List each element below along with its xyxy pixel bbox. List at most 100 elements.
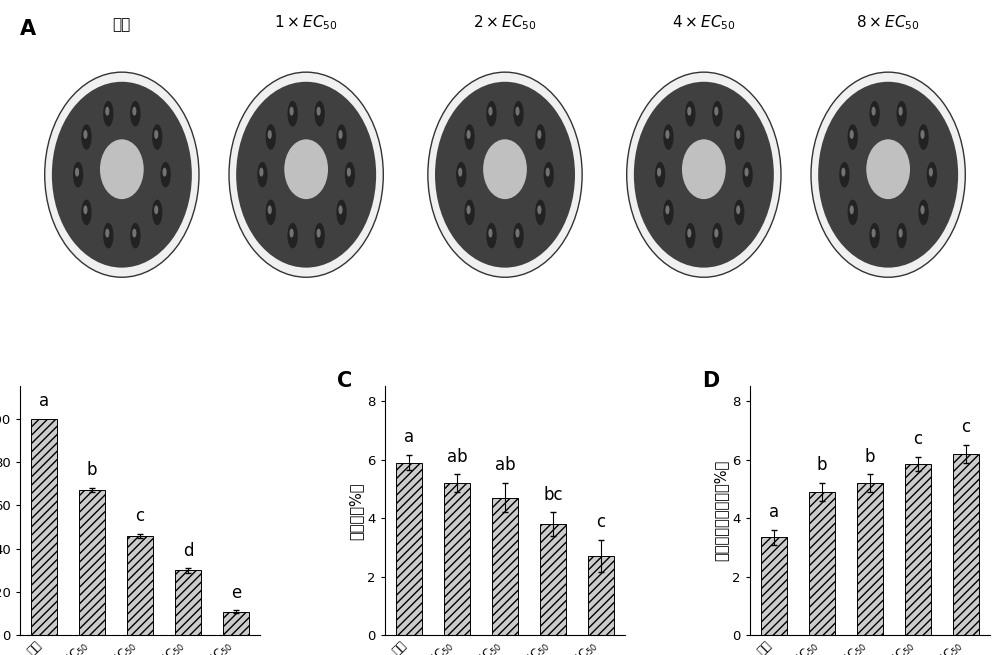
- Ellipse shape: [259, 168, 263, 177]
- Ellipse shape: [75, 168, 79, 177]
- Ellipse shape: [488, 107, 493, 116]
- Ellipse shape: [52, 82, 192, 268]
- Bar: [42, 68, 201, 282]
- Bar: [953, 454, 979, 635]
- Ellipse shape: [83, 205, 87, 214]
- Ellipse shape: [841, 168, 845, 177]
- Ellipse shape: [927, 162, 937, 187]
- Text: ab: ab: [495, 457, 515, 474]
- Ellipse shape: [483, 140, 527, 199]
- Ellipse shape: [336, 200, 347, 225]
- Ellipse shape: [428, 72, 582, 277]
- Ellipse shape: [290, 229, 294, 238]
- Ellipse shape: [537, 205, 541, 214]
- Ellipse shape: [347, 168, 351, 177]
- Bar: [588, 556, 614, 635]
- Ellipse shape: [103, 223, 114, 248]
- Ellipse shape: [338, 130, 343, 139]
- Ellipse shape: [734, 124, 744, 150]
- Ellipse shape: [535, 200, 546, 225]
- Bar: [79, 491, 105, 635]
- Bar: [624, 68, 783, 282]
- Ellipse shape: [685, 223, 696, 248]
- Bar: [761, 537, 787, 635]
- Ellipse shape: [663, 124, 674, 150]
- Ellipse shape: [848, 124, 858, 150]
- Ellipse shape: [314, 223, 325, 248]
- Text: b: b: [865, 447, 875, 466]
- Ellipse shape: [345, 162, 355, 187]
- Ellipse shape: [869, 223, 880, 248]
- Ellipse shape: [488, 229, 493, 238]
- Ellipse shape: [152, 200, 162, 225]
- Ellipse shape: [105, 229, 109, 238]
- Ellipse shape: [486, 223, 497, 248]
- Ellipse shape: [544, 162, 554, 187]
- Ellipse shape: [655, 162, 665, 187]
- Ellipse shape: [850, 130, 854, 139]
- Ellipse shape: [287, 101, 298, 126]
- Ellipse shape: [515, 107, 520, 116]
- Ellipse shape: [634, 82, 774, 268]
- Ellipse shape: [685, 101, 696, 126]
- Text: c: c: [596, 514, 606, 531]
- Ellipse shape: [284, 140, 328, 199]
- Ellipse shape: [435, 82, 575, 268]
- Ellipse shape: [537, 130, 541, 139]
- Ellipse shape: [81, 200, 92, 225]
- Ellipse shape: [896, 223, 907, 248]
- Ellipse shape: [268, 130, 272, 139]
- Ellipse shape: [152, 124, 162, 150]
- Bar: [227, 68, 386, 282]
- Ellipse shape: [663, 200, 674, 225]
- Text: $4\times EC_{50}$: $4\times EC_{50}$: [672, 14, 736, 32]
- Text: b: b: [87, 461, 97, 479]
- Ellipse shape: [872, 229, 876, 238]
- Ellipse shape: [712, 101, 723, 126]
- Ellipse shape: [132, 107, 136, 116]
- Ellipse shape: [257, 162, 268, 187]
- Ellipse shape: [687, 229, 691, 238]
- Ellipse shape: [535, 124, 546, 150]
- Bar: [444, 483, 470, 635]
- Ellipse shape: [818, 82, 958, 268]
- Ellipse shape: [687, 107, 691, 116]
- Ellipse shape: [811, 72, 965, 277]
- Ellipse shape: [920, 205, 925, 214]
- Ellipse shape: [162, 168, 167, 177]
- Ellipse shape: [920, 130, 925, 139]
- Ellipse shape: [486, 101, 497, 126]
- Ellipse shape: [712, 223, 723, 248]
- Ellipse shape: [83, 130, 87, 139]
- Text: a: a: [39, 392, 49, 410]
- Bar: [127, 536, 153, 635]
- Ellipse shape: [850, 205, 854, 214]
- Ellipse shape: [869, 101, 880, 126]
- Ellipse shape: [45, 72, 199, 277]
- Ellipse shape: [742, 162, 753, 187]
- Ellipse shape: [100, 140, 144, 199]
- Ellipse shape: [160, 162, 171, 187]
- Ellipse shape: [105, 107, 109, 116]
- Text: c: c: [961, 419, 971, 436]
- Ellipse shape: [736, 205, 740, 214]
- Ellipse shape: [734, 200, 744, 225]
- Ellipse shape: [918, 200, 929, 225]
- Ellipse shape: [154, 130, 158, 139]
- Text: ab: ab: [447, 447, 467, 466]
- Bar: [492, 498, 518, 635]
- Ellipse shape: [287, 223, 298, 248]
- Ellipse shape: [266, 200, 276, 225]
- Bar: [857, 483, 883, 635]
- Ellipse shape: [236, 82, 376, 268]
- Text: a: a: [769, 503, 779, 521]
- Bar: [425, 68, 585, 282]
- Ellipse shape: [682, 140, 726, 199]
- Bar: [809, 68, 968, 282]
- Ellipse shape: [627, 72, 781, 277]
- Ellipse shape: [736, 130, 740, 139]
- Bar: [175, 571, 201, 635]
- Ellipse shape: [317, 107, 321, 116]
- Ellipse shape: [103, 101, 114, 126]
- Ellipse shape: [744, 168, 749, 177]
